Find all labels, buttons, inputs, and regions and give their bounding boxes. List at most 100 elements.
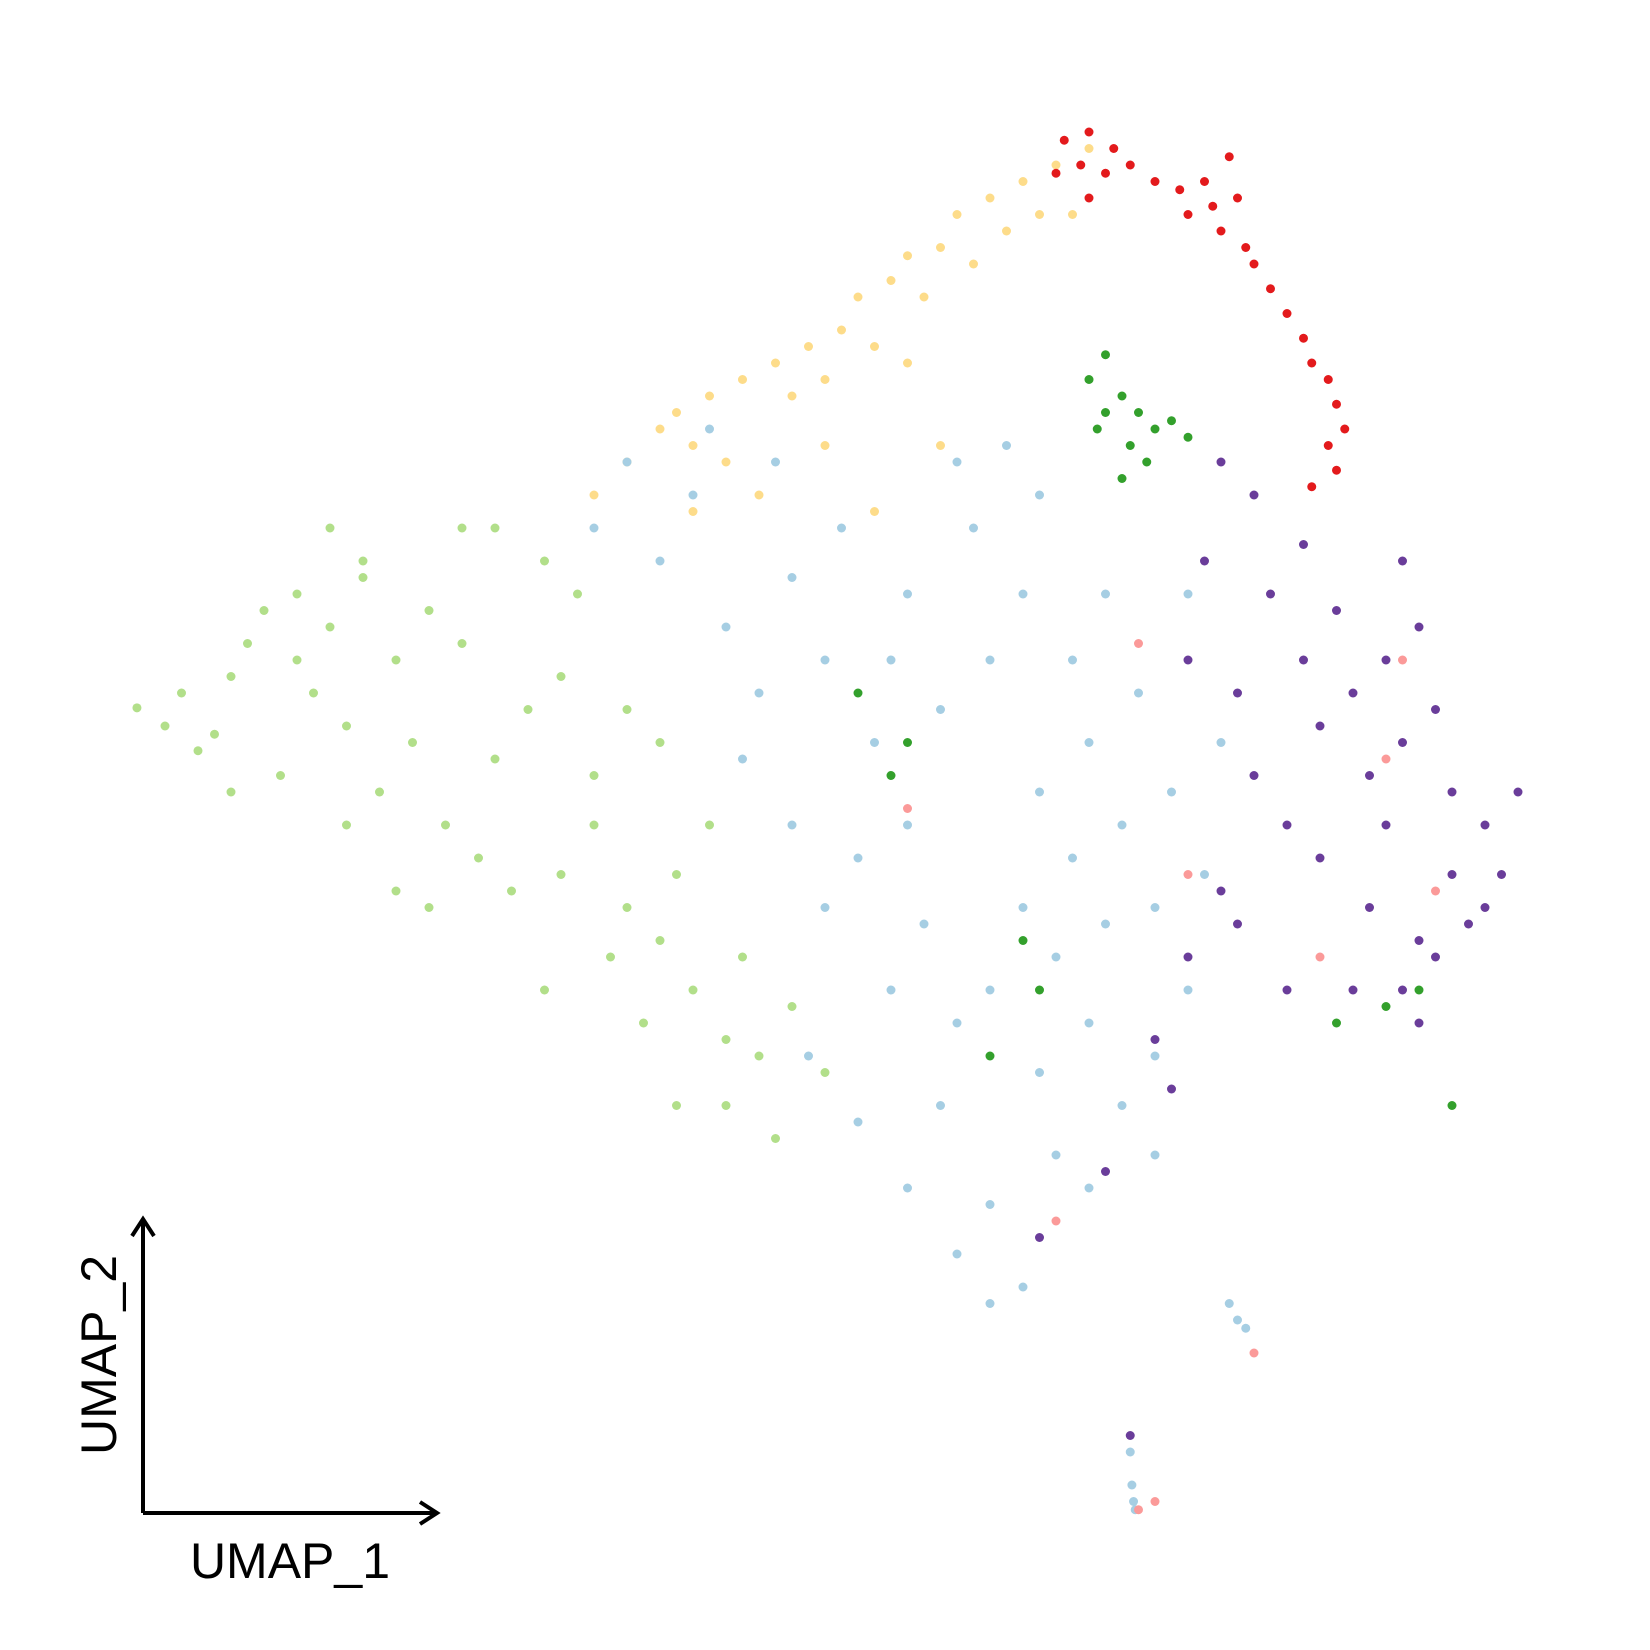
x-arrow-head bbox=[418, 1500, 441, 1526]
point bbox=[375, 787, 384, 797]
point bbox=[622, 903, 632, 912]
point bbox=[1398, 556, 1407, 566]
point bbox=[688, 441, 698, 450]
point bbox=[1002, 226, 1011, 236]
point bbox=[1076, 160, 1086, 170]
point bbox=[1241, 243, 1251, 252]
point bbox=[837, 325, 846, 335]
point bbox=[1216, 226, 1226, 236]
point bbox=[1200, 870, 1209, 879]
point bbox=[1365, 903, 1374, 912]
point bbox=[1480, 903, 1490, 912]
point bbox=[259, 606, 269, 615]
point bbox=[1051, 952, 1061, 962]
point bbox=[507, 886, 516, 896]
point bbox=[1117, 474, 1127, 483]
point bbox=[738, 754, 747, 764]
point bbox=[1134, 1505, 1143, 1515]
point bbox=[1414, 622, 1424, 632]
point bbox=[1018, 589, 1028, 599]
point bbox=[820, 1068, 830, 1077]
point bbox=[1282, 820, 1292, 830]
point bbox=[1216, 738, 1226, 747]
point bbox=[1340, 424, 1350, 434]
point bbox=[292, 589, 302, 599]
point bbox=[1200, 556, 1209, 566]
point bbox=[1084, 127, 1094, 137]
points bbox=[132, 127, 1523, 1515]
point bbox=[919, 292, 929, 302]
point bbox=[1183, 589, 1193, 599]
point bbox=[1150, 1497, 1160, 1506]
point bbox=[1142, 457, 1152, 467]
point bbox=[1249, 259, 1259, 269]
point bbox=[540, 985, 549, 995]
point bbox=[358, 573, 368, 582]
point bbox=[936, 705, 945, 714]
point bbox=[1183, 432, 1193, 442]
point bbox=[1035, 1233, 1044, 1242]
point bbox=[391, 886, 401, 896]
point bbox=[688, 490, 698, 500]
point bbox=[1035, 787, 1044, 797]
point bbox=[1249, 490, 1259, 500]
point bbox=[886, 985, 896, 995]
point bbox=[1183, 210, 1193, 219]
point bbox=[1513, 787, 1523, 797]
point bbox=[672, 870, 681, 879]
point bbox=[804, 342, 813, 351]
point bbox=[1200, 177, 1209, 186]
point bbox=[754, 1051, 764, 1061]
point bbox=[771, 1134, 780, 1143]
point bbox=[936, 243, 945, 252]
point bbox=[721, 457, 731, 467]
point bbox=[1233, 193, 1242, 203]
point bbox=[1125, 1431, 1135, 1440]
point bbox=[1035, 490, 1044, 500]
point bbox=[1299, 655, 1308, 665]
point bbox=[1447, 1101, 1457, 1110]
point bbox=[1150, 177, 1160, 186]
point bbox=[1125, 441, 1135, 450]
point bbox=[1035, 210, 1044, 219]
point bbox=[853, 688, 863, 698]
point bbox=[1051, 1216, 1061, 1226]
x-axis-label: UMAP_1 bbox=[190, 1533, 390, 1589]
point bbox=[787, 391, 797, 401]
point bbox=[1051, 1150, 1061, 1160]
point bbox=[1101, 589, 1110, 599]
point bbox=[1348, 688, 1358, 698]
point bbox=[903, 589, 912, 599]
point bbox=[1447, 787, 1457, 797]
point bbox=[226, 672, 236, 681]
point bbox=[589, 523, 599, 533]
point bbox=[655, 738, 665, 747]
point bbox=[556, 672, 566, 681]
point bbox=[870, 342, 879, 351]
point bbox=[1167, 1084, 1176, 1094]
point bbox=[1323, 375, 1333, 384]
point bbox=[738, 375, 747, 384]
point bbox=[655, 936, 665, 945]
point bbox=[1216, 886, 1226, 896]
point bbox=[820, 903, 830, 912]
point bbox=[556, 870, 566, 879]
point bbox=[985, 1299, 995, 1308]
point bbox=[705, 391, 714, 401]
point bbox=[1101, 350, 1110, 360]
point bbox=[1051, 160, 1061, 170]
point bbox=[1134, 688, 1143, 698]
point bbox=[1332, 399, 1341, 409]
point bbox=[391, 655, 401, 665]
point bbox=[1299, 540, 1308, 549]
point bbox=[721, 1035, 731, 1044]
point bbox=[1167, 416, 1176, 426]
point bbox=[1282, 309, 1292, 318]
point bbox=[886, 771, 896, 780]
point bbox=[1150, 1035, 1160, 1044]
point bbox=[1282, 985, 1292, 995]
point bbox=[1208, 201, 1218, 211]
point bbox=[985, 655, 995, 665]
point bbox=[1497, 870, 1506, 879]
